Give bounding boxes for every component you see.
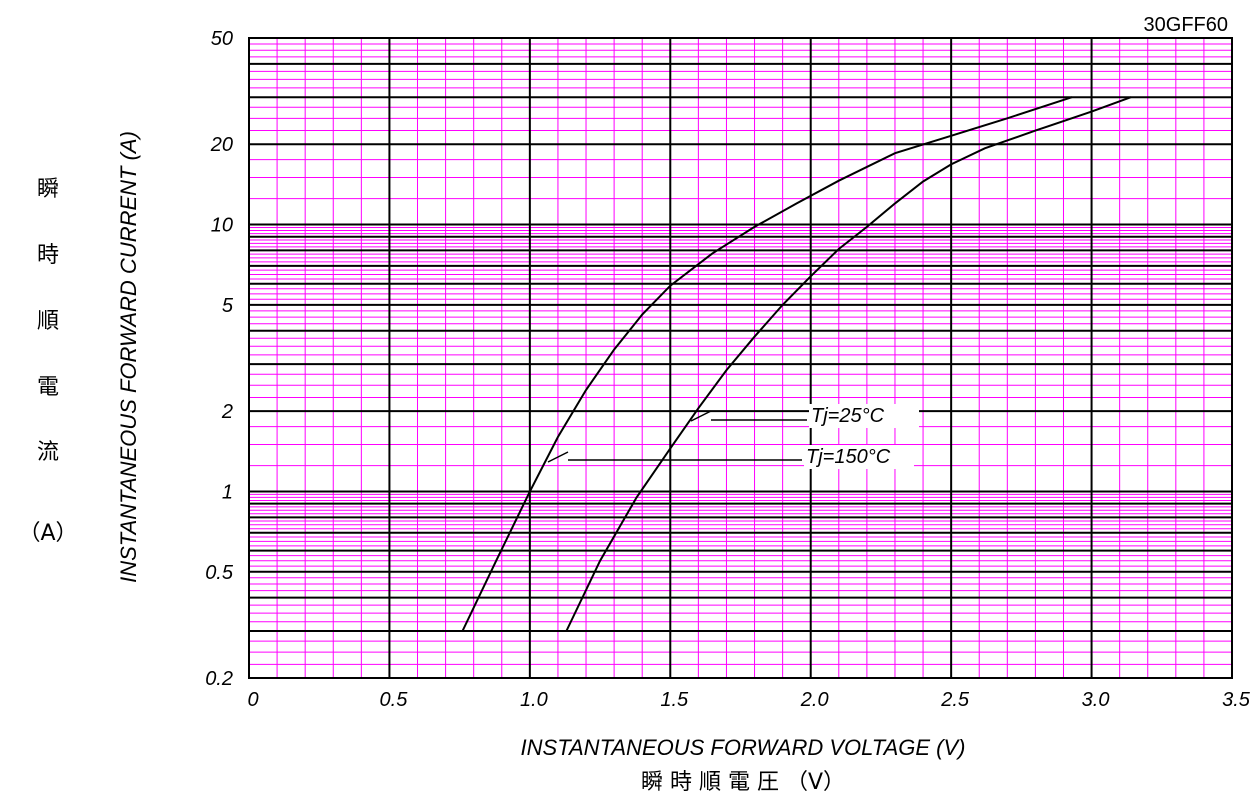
y-axis-title: INSTANTANEOUS FORWARD CURRENT (A) [116,131,141,583]
x-tick-label: 2.0 [800,689,829,711]
y-axis-title-jp-char: 電 [37,375,59,400]
x-axis-title-jp: 瞬 時 順 電 圧 （V） [641,770,845,795]
series-line [565,96,1132,632]
y-axis-title-jp-char: 瞬 [37,177,59,202]
label-background [804,445,914,469]
y-axis-title-jp-char: 時 [37,243,59,268]
y-axis-title-jp-unit: （A） [18,521,77,546]
x-tick-label: 0 [247,689,258,711]
part-number: 30GFF60 [1144,14,1228,36]
y-tick-label: 5 [222,295,234,317]
y-tick-label: 0.5 [205,562,234,584]
y-tick-labels: 0.2 0.5 1 2 5 10 20 50 [205,28,234,690]
curves [461,96,1132,632]
x-tick-label: 1.5 [660,689,689,711]
leader-tick [547,451,569,463]
y-tick-label: 20 [210,134,233,156]
y-tick-label: 50 [211,28,233,50]
x-tick-labels: 0 0.5 1.0 1.5 2.0 2.5 3.0 3.5 [247,689,1250,711]
y-tick-label: 2 [221,401,233,423]
plot-area [249,38,1232,678]
x-axis-title: INSTANTANEOUS FORWARD VOLTAGE (V) [521,735,966,760]
major-grid [248,37,1233,679]
plot-background [249,38,1232,678]
x-tick-label: 2.5 [940,689,970,711]
x-tick-label: 3.0 [1082,689,1110,711]
x-tick-label: 3.5 [1222,689,1251,711]
x-tick-label: 0.5 [380,689,409,711]
y-tick-label: 1 [222,481,233,503]
y-axis-title-jp: 瞬 時 順 電 流 （A） [18,177,77,546]
series-line [461,96,1073,632]
y-axis-title-jp-char: 順 [37,309,59,334]
series-label: Tj=25°C [811,405,885,427]
annotations: Tj=25°C Tj=150°C [547,404,919,469]
y-tick-label: 0.2 [205,668,233,690]
series-label: Tj=150°C [806,446,891,468]
x-tick-label: 1.0 [520,689,548,711]
leader-tick [690,410,712,422]
y-axis-title-jp-char: 流 [37,440,59,465]
label-background [809,404,919,428]
plot-frame [248,37,1233,679]
y-tick-label: 10 [211,215,233,237]
